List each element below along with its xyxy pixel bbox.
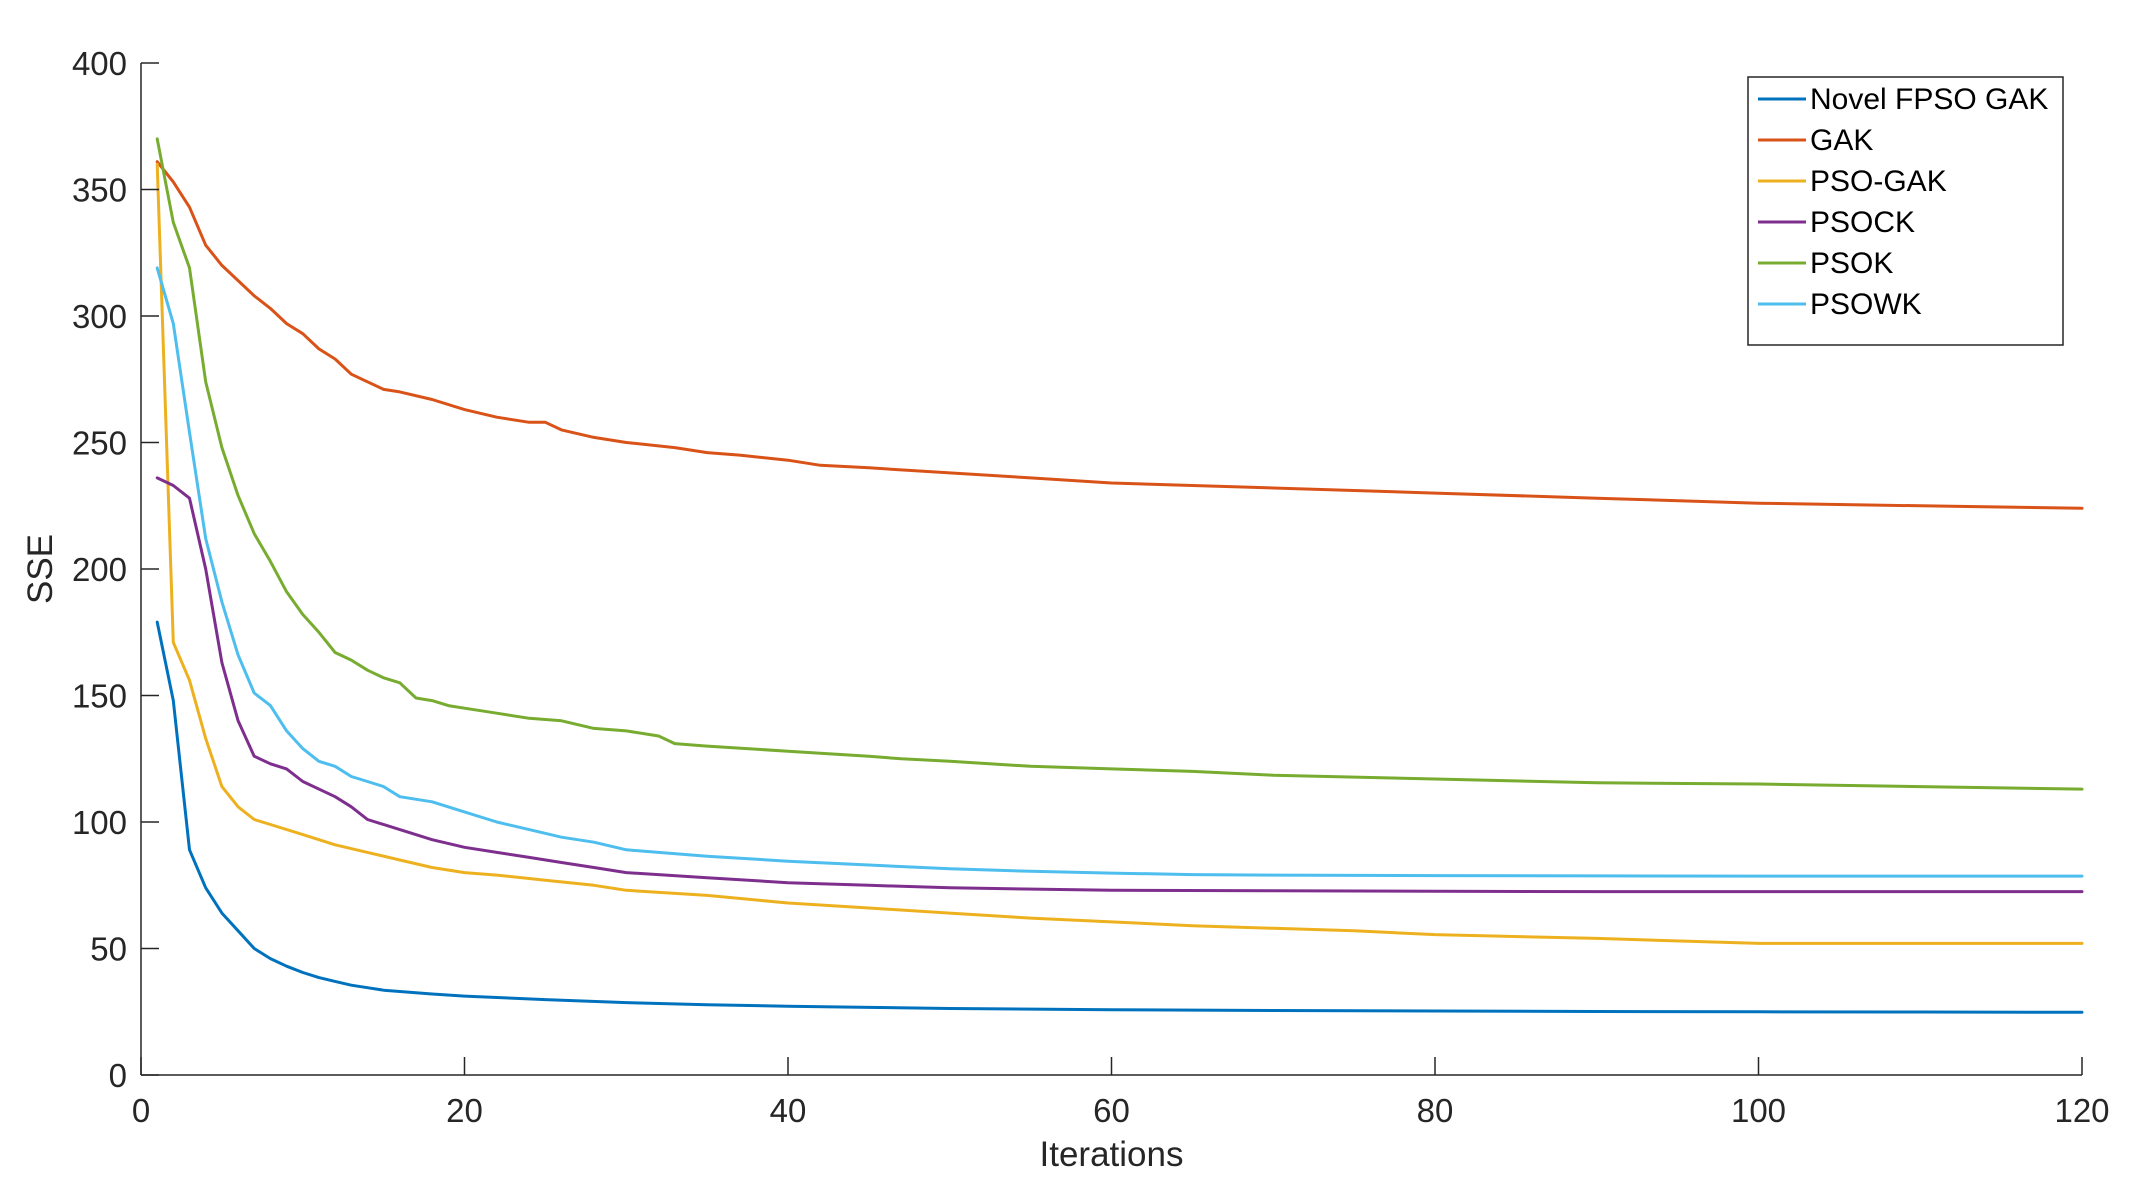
y-tick-label: 50 — [90, 931, 127, 968]
legend-label-4: PSOCK — [1810, 206, 1915, 239]
y-tick-label: 150 — [72, 678, 127, 715]
series-layer — [155, 137, 2084, 1014]
x-tick-label: 0 — [132, 1092, 150, 1129]
y-tick-label: 300 — [72, 298, 127, 335]
y-axis-title: SSE — [21, 534, 60, 604]
x-tick-label: 80 — [1417, 1092, 1454, 1129]
legend-box — [1747, 76, 2064, 346]
legend-label-5: PSOK — [1810, 247, 1893, 280]
x-tick-label: 20 — [446, 1092, 483, 1129]
x-axis-title: Iterations — [1040, 1135, 1184, 1174]
series-line-3 — [155, 162, 2084, 945]
x-tick-label: 40 — [770, 1092, 807, 1129]
y-tick-label: 100 — [72, 804, 127, 841]
legend: Novel FPSO GAK GAK PSO-GAK PSOCK PSOK PSOWK — [1747, 76, 2064, 346]
y-tick-label: 250 — [72, 425, 127, 462]
series-line-6 — [155, 266, 2084, 878]
legend-label-1: Novel FPSO GAK — [1810, 83, 2048, 116]
series-line-1 — [155, 620, 2084, 1014]
x-tick-label: 60 — [1093, 1092, 1130, 1129]
x-tick-label: 100 — [1731, 1092, 1786, 1129]
series-line-2 — [155, 160, 2084, 510]
y-tick-label: 200 — [72, 551, 127, 588]
x-tick-label: 120 — [2054, 1092, 2109, 1129]
y-tick-label: 400 — [72, 45, 127, 82]
legend-label-6: PSOWK — [1810, 288, 1922, 321]
axes: 0 20 40 60 80 100 120 0 50 100 150 200 250 300 350 400 — [72, 45, 2110, 1129]
series-line-4 — [155, 476, 2084, 894]
legend-label-2: GAK — [1810, 124, 1873, 157]
y-tick-label: 0 — [109, 1057, 127, 1094]
legend-label-3: PSO-GAK — [1810, 165, 1947, 198]
series-line-5 — [155, 137, 2084, 791]
y-tick-label: 350 — [72, 172, 127, 209]
